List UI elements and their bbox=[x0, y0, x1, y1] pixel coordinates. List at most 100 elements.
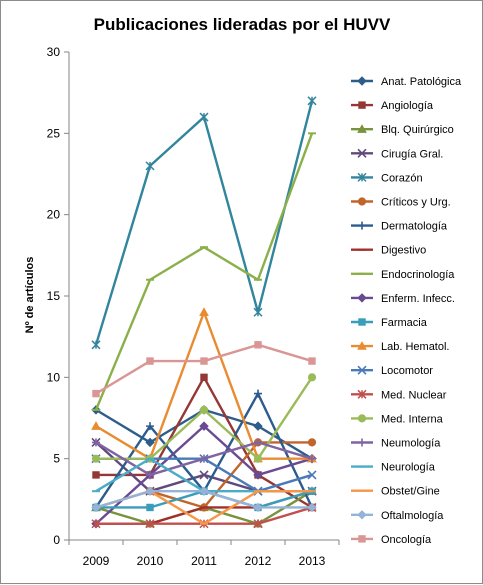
legend-item: Neumología bbox=[351, 438, 441, 450]
legend-label: Enferm. Infecc. bbox=[381, 293, 455, 305]
legend-item: Med. Interna bbox=[351, 413, 444, 425]
series-line bbox=[94, 132, 314, 411]
legend-label: Neumología bbox=[381, 438, 441, 450]
legend-marker bbox=[357, 510, 367, 520]
legend-item: Blq. Quirúrgico bbox=[351, 124, 454, 136]
legend-label: Obstet/Gine bbox=[381, 486, 440, 498]
data-point bbox=[253, 307, 263, 317]
x-tick-label: 2009 bbox=[83, 554, 110, 568]
y-tick-label: 30 bbox=[47, 45, 61, 59]
data-point bbox=[199, 470, 209, 480]
data-point bbox=[199, 405, 209, 414]
data-point bbox=[145, 437, 155, 448]
legend-item: Angiología bbox=[351, 100, 434, 112]
data-point bbox=[146, 503, 154, 512]
legend-marker bbox=[357, 293, 367, 303]
legend-label: Oncología bbox=[381, 534, 432, 546]
series-19 bbox=[91, 486, 317, 513]
legend: Anat. Patológica Angiología Blq. Quirúrgic… bbox=[351, 76, 462, 546]
data-point bbox=[199, 307, 209, 316]
data-point bbox=[308, 454, 316, 463]
data-point bbox=[92, 471, 100, 479]
axes: 0 5 10 15 20 25 30 2009 2010 2011 2012 2013 bbox=[47, 45, 340, 568]
legend-label: Angiología bbox=[381, 100, 434, 112]
legend-label: Endocrinología bbox=[381, 269, 455, 281]
series-layer bbox=[91, 96, 317, 529]
data-point bbox=[308, 357, 316, 365]
legend-marker bbox=[358, 438, 366, 447]
legend-item: Oncología bbox=[351, 534, 432, 546]
series-5 bbox=[91, 96, 317, 350]
legend-label: Med. Interna bbox=[381, 413, 444, 425]
data-point bbox=[200, 373, 208, 382]
x-tick-label: 2011 bbox=[191, 554, 217, 568]
chart-title: Publicaciones lideradas por el HUVV bbox=[94, 15, 391, 34]
legend-marker bbox=[357, 414, 367, 423]
legend-item: Endocrinología bbox=[351, 269, 455, 281]
legend-marker bbox=[358, 101, 366, 109]
legend-label: Dermatología bbox=[381, 221, 448, 233]
series-line bbox=[95, 343, 313, 395]
legend-item: Obstet/Gine bbox=[351, 486, 440, 498]
data-point bbox=[145, 519, 155, 529]
data-point bbox=[200, 357, 208, 365]
series-16 bbox=[92, 438, 316, 479]
data-point bbox=[253, 519, 263, 529]
x-tick-label: 2013 bbox=[299, 554, 326, 568]
legend-label: Oftalmología bbox=[381, 510, 444, 522]
data-point bbox=[91, 340, 101, 350]
data-point bbox=[145, 161, 155, 171]
legend-item: Farmacia bbox=[351, 317, 428, 329]
legend-marker bbox=[357, 197, 367, 206]
data-point bbox=[307, 438, 317, 447]
legend-label: Lab. Hematol. bbox=[381, 341, 449, 353]
data-point bbox=[91, 421, 101, 430]
x-tick-label: 2010 bbox=[137, 554, 164, 568]
y-tick-label: 15 bbox=[47, 289, 61, 303]
data-point bbox=[307, 373, 317, 382]
data-point bbox=[254, 389, 262, 398]
x-tick-label: 2012 bbox=[245, 554, 272, 568]
legend-marker bbox=[357, 341, 367, 350]
legend-item: Críticos y Urg. bbox=[351, 197, 451, 209]
y-tick-label: 20 bbox=[47, 208, 61, 222]
series-20 bbox=[92, 341, 316, 398]
legend-item: Med. Nuclear bbox=[351, 389, 447, 401]
data-point bbox=[199, 486, 209, 496]
legend-item: Cirugía Gral. bbox=[351, 148, 443, 160]
legend-marker bbox=[358, 318, 366, 326]
data-point bbox=[253, 421, 263, 431]
legend-item: Digestivo bbox=[351, 245, 426, 257]
legend-label: Blq. Quirúrgico bbox=[381, 124, 454, 136]
y-tick-label: 25 bbox=[47, 126, 61, 140]
legend-item: Neurología bbox=[351, 462, 436, 474]
y-tick-label: 0 bbox=[53, 533, 60, 547]
data-point bbox=[199, 421, 209, 431]
legend-item: Corazón bbox=[351, 172, 423, 184]
legend-marker bbox=[357, 172, 367, 182]
data-point bbox=[146, 422, 154, 431]
legend-marker bbox=[357, 124, 367, 133]
legend-label: Críticos y Urg. bbox=[381, 197, 451, 209]
y-axis-label: Nº de artículos bbox=[24, 257, 36, 334]
data-point bbox=[253, 502, 263, 513]
data-point bbox=[254, 438, 262, 447]
data-point bbox=[91, 519, 101, 529]
legend-item: Locomotor bbox=[351, 365, 433, 377]
legend-marker bbox=[358, 535, 366, 543]
data-point bbox=[253, 470, 263, 480]
legend-item: Anat. Patológica bbox=[351, 76, 462, 88]
legend-label: Locomotor bbox=[381, 365, 433, 377]
legend-marker bbox=[357, 389, 367, 399]
data-point bbox=[92, 438, 100, 447]
legend-label: Cirugía Gral. bbox=[381, 148, 443, 160]
legend-label: Digestivo bbox=[381, 245, 426, 257]
data-point bbox=[199, 112, 209, 122]
legend-label: Med. Nuclear bbox=[381, 389, 447, 401]
legend-marker bbox=[357, 76, 367, 86]
series-12 bbox=[91, 307, 317, 463]
data-point bbox=[146, 357, 154, 365]
legend-label: Anat. Patológica bbox=[381, 76, 462, 88]
legend-label: Farmacia bbox=[381, 317, 428, 329]
